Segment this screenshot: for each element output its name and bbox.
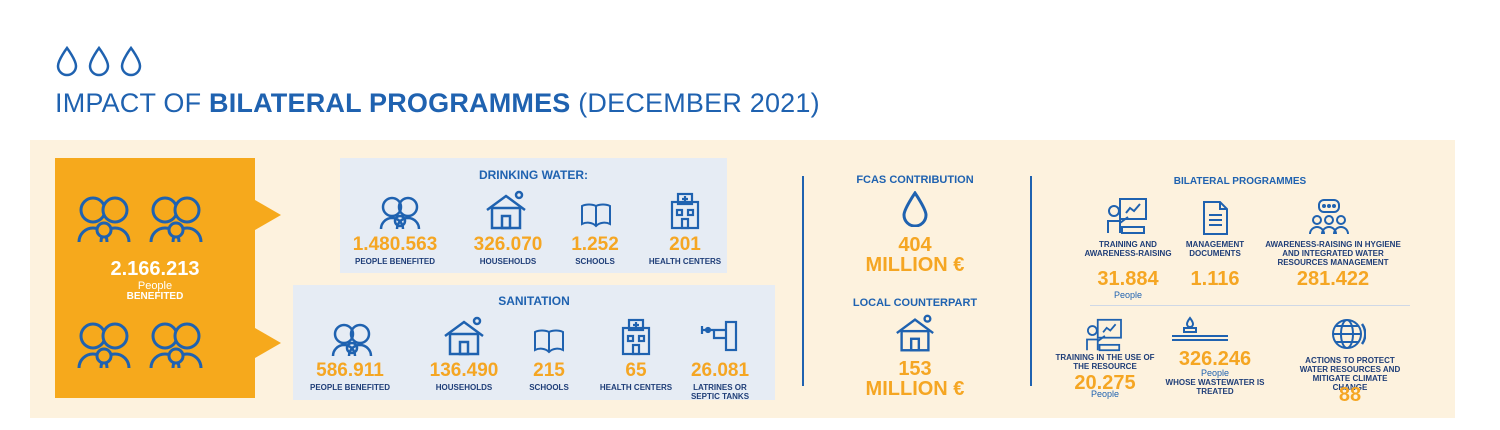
total-sub-people: People xyxy=(137,280,173,292)
fcas-value: 404 xyxy=(898,234,932,256)
training-value: 31.884 xyxy=(1097,268,1159,290)
house-icon xyxy=(893,313,937,355)
local-value: 153 xyxy=(898,358,932,380)
hospital-icon xyxy=(619,318,653,356)
local-unit: MILLION € xyxy=(865,378,965,400)
drinking-water-title: DRINKING WATER: xyxy=(478,168,589,182)
stat-households: 136.490 HOUSEHOLDS xyxy=(429,360,499,393)
fcas-title: FCAS CONTRIBUTION xyxy=(856,174,974,186)
people-icon xyxy=(378,195,424,231)
local-title: LOCAL COUNTERPART xyxy=(852,297,978,309)
climate-label: ACTIONS TO PROTECT WATER RESOURCES AND M… xyxy=(1299,356,1401,392)
hygiene-label: AWARENESS-RAISING IN HYGIENE AND INTEGRA… xyxy=(1265,240,1401,267)
water-drop-icon xyxy=(902,191,928,227)
training-sub: People xyxy=(1113,290,1143,300)
water-drops-icon xyxy=(55,42,155,82)
wastewater-value: 326.246 xyxy=(1178,348,1252,370)
book-icon xyxy=(533,328,565,354)
divider xyxy=(1030,176,1032,386)
stat-latrines: 26.081 LATRINES OR SEPTIC TANKS xyxy=(690,360,750,402)
training-icon xyxy=(1106,197,1148,235)
total-sub-benefited: BENEFITED xyxy=(126,291,184,302)
bilateral-title: BILATERAL PROGRAMMES xyxy=(1173,176,1307,187)
stat-schools: 1.252 SCHOOLS xyxy=(571,234,619,267)
house-icon xyxy=(483,190,529,232)
stat-people-benefited: 1.480.563 PEOPLE BENEFITED xyxy=(352,234,438,267)
wastewater-icon xyxy=(1170,316,1230,344)
separator xyxy=(1090,305,1410,306)
wastewater-sub: People xyxy=(1200,368,1230,378)
hospital-icon xyxy=(668,192,702,230)
divider xyxy=(802,176,804,386)
hygiene-value: 281.422 xyxy=(1296,268,1370,290)
management-label: MANAGEMENT DOCUMENTS xyxy=(1185,240,1245,258)
page-title: IMPACT OF BILATERAL PROGRAMMES (DECEMBER… xyxy=(55,88,820,118)
toilet-icon xyxy=(700,320,740,354)
house-icon xyxy=(441,316,487,358)
training-icon xyxy=(1085,318,1123,352)
stat-health-centers: 201 HEALTH CENTERS xyxy=(648,234,722,267)
training-resource-label: TRAINING IN THE USE OF THE RESOURCE xyxy=(1055,353,1155,371)
fcas-unit: MILLION € xyxy=(865,254,965,276)
people-group-icon xyxy=(75,192,235,247)
book-icon xyxy=(580,202,612,228)
management-value: 1.116 xyxy=(1190,268,1240,290)
group-chat-icon xyxy=(1309,198,1349,236)
stat-people-benefited: 586.911 PEOPLE BENEFITED xyxy=(309,360,390,393)
arrow-right-icon xyxy=(255,328,281,358)
stat-schools: 215 SCHOOLS xyxy=(529,360,569,393)
people-icon xyxy=(330,322,376,358)
globe-icon xyxy=(1328,316,1366,352)
document-icon xyxy=(1200,200,1230,236)
sanitation-title: SANITATION xyxy=(498,294,570,308)
training-resource-value: 20.275 xyxy=(1074,372,1136,394)
training-resource-sub: People xyxy=(1090,389,1120,399)
total-value: 2.166.213 xyxy=(110,258,200,280)
training-label: TRAINING AND AWARENESS-RAISING xyxy=(1084,240,1172,258)
climate-value: 88 xyxy=(1338,384,1362,406)
stat-households: 326.070 HOUSEHOLDS xyxy=(473,234,543,267)
stat-health-centers: 65 HEALTH CENTERS xyxy=(599,360,673,393)
arrow-right-icon xyxy=(255,200,281,230)
people-group-icon xyxy=(75,318,235,373)
wastewater-label: WHOSE WASTEWATER IS TREATED xyxy=(1165,378,1265,396)
